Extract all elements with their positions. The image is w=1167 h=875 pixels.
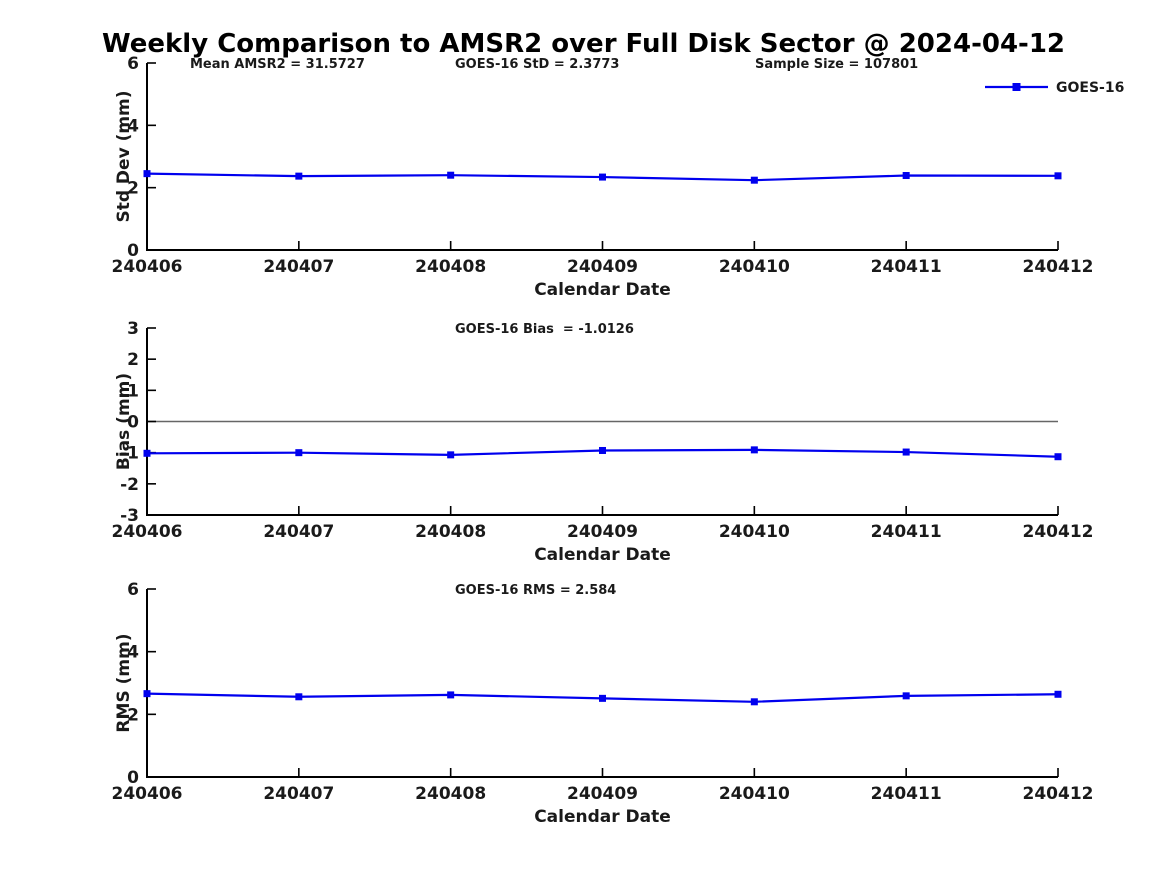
subplot-rms: 0 2 4 6 240406 240407 240408 240409 240410 240411… bbox=[112, 580, 1094, 827]
data-marker bbox=[447, 451, 455, 459]
figure-title: Weekly Comparison to AMSR2 over Full Dis… bbox=[101, 29, 1066, 59]
x-tick-label: 240409 bbox=[567, 784, 638, 804]
y-tick-label: 0 bbox=[127, 413, 139, 433]
data-marker bbox=[143, 690, 151, 698]
data-marker bbox=[447, 171, 455, 179]
x-tick-label: 240408 bbox=[415, 257, 486, 277]
x-axis-label: Calendar Date bbox=[534, 280, 671, 300]
y-tick-label: 2 bbox=[127, 179, 139, 199]
x-tick-label: 240408 bbox=[415, 522, 486, 542]
x-axis-label: Calendar Date bbox=[534, 807, 671, 827]
data-marker bbox=[599, 694, 606, 702]
x-tick-label: 240411 bbox=[871, 522, 942, 542]
x-tick-label: 240410 bbox=[719, 257, 790, 277]
x-tick-label: 240408 bbox=[415, 784, 486, 804]
x-tick-label: 240406 bbox=[112, 784, 183, 804]
data-marker bbox=[902, 692, 910, 700]
y-axis-label: RMS (mm) bbox=[114, 633, 134, 732]
y-axis-label: Std Dev (mm) bbox=[114, 90, 134, 222]
x-tick-label: 240410 bbox=[719, 522, 790, 542]
y-axis-label: Bias (mm) bbox=[114, 373, 134, 470]
x-tick-label: 240406 bbox=[112, 257, 183, 277]
y-tick-label: -3 bbox=[120, 506, 139, 526]
data-marker bbox=[1054, 172, 1062, 180]
data-marker bbox=[902, 448, 910, 456]
y-tick-label: 0 bbox=[127, 241, 139, 261]
annotation: Mean AMSR2 = 31.5727 bbox=[190, 57, 365, 72]
data-marker bbox=[295, 449, 303, 457]
y-tick-label: 2 bbox=[127, 705, 139, 725]
annotation: GOES-16 Bias = -1.0126 bbox=[455, 322, 634, 337]
data-marker bbox=[599, 446, 606, 454]
y-tick-label: 4 bbox=[127, 116, 139, 136]
x-tick-label: 240412 bbox=[1023, 784, 1094, 804]
data-marker bbox=[599, 173, 606, 181]
data-marker bbox=[750, 698, 758, 706]
data-marker bbox=[295, 693, 303, 701]
annotation: GOES-16 RMS = 2.584 bbox=[455, 583, 616, 598]
subplot-stddev: 0 2 4 6 240406 240407 240408 240409 240410 240411… bbox=[112, 54, 1125, 300]
y-tick-label: 2 bbox=[127, 350, 139, 370]
y-tick-label: 1 bbox=[127, 381, 139, 401]
x-axis-label: Calendar Date bbox=[534, 545, 671, 565]
y-tick-label: 6 bbox=[127, 580, 139, 600]
data-marker bbox=[143, 449, 151, 457]
data-marker bbox=[902, 172, 910, 180]
y-tick-label: -1 bbox=[120, 444, 139, 464]
x-tick-label: 240409 bbox=[567, 257, 638, 277]
data-marker bbox=[447, 691, 455, 699]
legend-label: GOES-16 bbox=[1056, 80, 1124, 96]
legend-marker-sample bbox=[1012, 83, 1021, 91]
data-marker bbox=[143, 170, 151, 178]
x-tick-label: 240407 bbox=[263, 522, 334, 542]
x-tick-label: 240406 bbox=[112, 522, 183, 542]
y-tick-label: 3 bbox=[127, 319, 139, 339]
y-tick-label: 4 bbox=[127, 643, 139, 663]
x-tick-label: 240412 bbox=[1023, 522, 1094, 542]
data-marker bbox=[1054, 453, 1062, 461]
x-tick-label: 240410 bbox=[719, 784, 790, 804]
y-tick-label: 0 bbox=[127, 768, 139, 788]
x-tick-label: 240407 bbox=[263, 784, 334, 804]
x-tick-label: 240409 bbox=[567, 522, 638, 542]
x-tick-label: 240411 bbox=[871, 257, 942, 277]
data-marker bbox=[750, 176, 758, 184]
legend: GOES-16 bbox=[985, 80, 1124, 96]
data-marker bbox=[1054, 690, 1062, 698]
y-tick-label: 6 bbox=[127, 54, 139, 74]
data-marker bbox=[295, 172, 303, 180]
annotation: Sample Size = 107801 bbox=[755, 57, 918, 72]
y-tick-label: -2 bbox=[120, 475, 139, 495]
x-tick-label: 240407 bbox=[263, 257, 334, 277]
x-tick-label: 240411 bbox=[871, 784, 942, 804]
x-tick-label: 240412 bbox=[1023, 257, 1094, 277]
data-marker bbox=[750, 446, 758, 454]
annotation: GOES-16 StD = 2.3773 bbox=[455, 57, 619, 72]
